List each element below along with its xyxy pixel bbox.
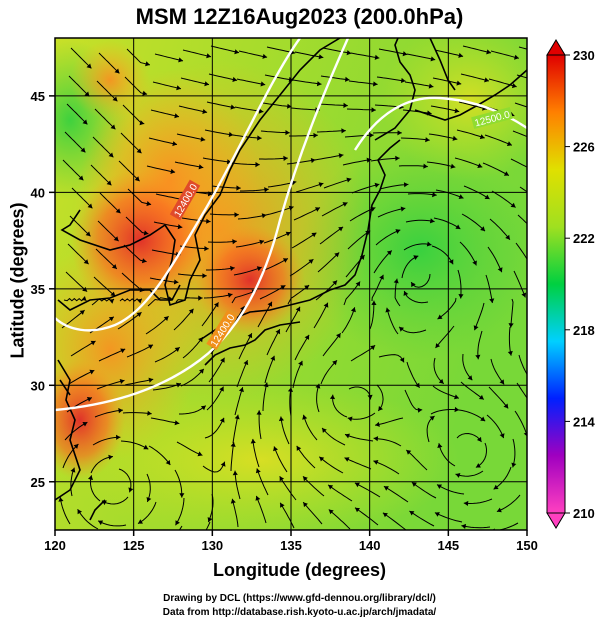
coastlines xyxy=(55,38,527,521)
colorbar-ticks: 230 226 222 218 214 210 xyxy=(565,48,595,521)
y-axis: 25 30 35 40 45 xyxy=(31,89,55,490)
chart-title: MSM 12Z16Aug2023 (200.0hPa) xyxy=(135,4,464,29)
x-axis-label: Longitude (degrees) xyxy=(212,560,386,580)
colorbar-tick-label: 210 xyxy=(573,506,595,521)
x-tick-label: 120 xyxy=(44,538,66,553)
credit-drawing: Drawing by DCL (https://www.gfd-dennou.o… xyxy=(163,593,436,604)
credits: Drawing by DCL (https://www.gfd-dennou.o… xyxy=(0,592,599,620)
lat-lon-grid xyxy=(55,38,527,530)
y-tick-label: 25 xyxy=(31,475,45,490)
colorbar-tick-label: 218 xyxy=(573,323,595,338)
contour-12400-south xyxy=(55,38,350,412)
contour-12400-north xyxy=(55,38,301,332)
x-tick-label: 150 xyxy=(516,538,538,553)
colorbar-tick-label: 230 xyxy=(573,48,595,63)
colorbar-min-arrow xyxy=(546,512,566,529)
colorbar-tick-label: 226 xyxy=(573,140,595,155)
x-tick-label: 125 xyxy=(123,538,145,553)
y-axis-label: Latitude (degrees) xyxy=(7,202,28,359)
x-tick-label: 135 xyxy=(280,538,302,553)
x-axis: 120 125 130 135 140 145 150 xyxy=(44,530,538,553)
wind-streamlines xyxy=(59,45,527,530)
y-tick-label: 30 xyxy=(31,378,45,393)
y-tick-label: 35 xyxy=(31,282,45,297)
x-tick-label: 140 xyxy=(359,538,381,553)
x-tick-label: 145 xyxy=(437,538,459,553)
y-tick-label: 45 xyxy=(31,89,45,104)
temperature-field xyxy=(55,38,527,530)
colorbar-tick-label: 214 xyxy=(573,414,595,429)
streamline-arrows xyxy=(58,49,527,530)
colorbar: 230 226 222 218 214 210 xyxy=(546,39,595,529)
x-tick-label: 130 xyxy=(201,538,223,553)
y-tick-label: 40 xyxy=(31,185,45,200)
colorbar-bar xyxy=(546,54,566,514)
colorbar-tick-label: 222 xyxy=(573,231,595,246)
credit-data: Data from http://database.rish.kyoto-u.a… xyxy=(162,607,437,618)
colorbar-max-arrow xyxy=(546,39,566,56)
